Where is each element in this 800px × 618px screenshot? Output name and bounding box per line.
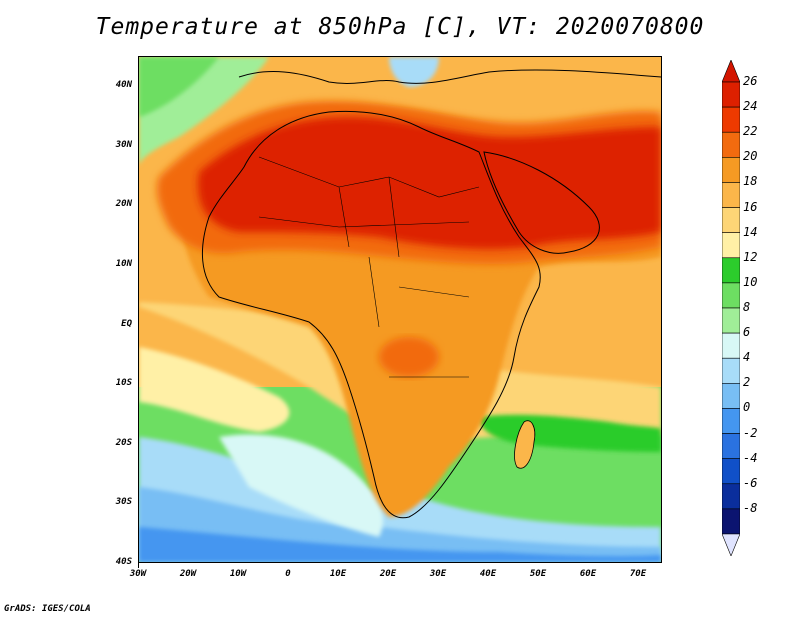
colorbar-label: 10 xyxy=(743,274,758,289)
pale-region-atlantic xyxy=(139,347,290,432)
colorbar-swatch xyxy=(721,232,741,259)
lon-label: 10W xyxy=(229,569,247,579)
arabia-coastline xyxy=(483,151,600,254)
map-field xyxy=(139,57,661,562)
colorbar-over-triangle xyxy=(721,59,741,83)
central-hotspot xyxy=(379,337,439,377)
lat-label: 30N xyxy=(115,140,132,150)
colorbar-label: -4 xyxy=(743,450,758,465)
colorbar-label: 12 xyxy=(743,249,758,264)
lat-label: 10S xyxy=(115,378,132,388)
colorbar-swatch xyxy=(721,131,741,158)
cyan-region xyxy=(219,434,383,537)
colorbar-label: 6 xyxy=(743,325,751,340)
colorbar xyxy=(721,59,741,557)
map-title: Temperature at 850hPa [C], VT: 202007080… xyxy=(95,14,705,40)
colorbar-swatch xyxy=(721,157,741,183)
colorbar-swatch xyxy=(721,433,741,459)
colorbar-swatch xyxy=(721,483,741,510)
colorbar-label: 14 xyxy=(743,224,758,239)
lon-tick xyxy=(138,563,139,568)
lon-label: 30E xyxy=(429,569,447,579)
lat-label: 20N xyxy=(115,199,132,209)
colorbar-swatch xyxy=(721,257,741,284)
colorbar-label: 0 xyxy=(743,400,751,415)
temperature-map xyxy=(138,56,662,563)
lat-label: EQ xyxy=(121,319,132,329)
lon-label: 10E xyxy=(329,569,347,579)
lat-label: 20S xyxy=(115,438,132,448)
colorbar-label: 4 xyxy=(743,350,751,365)
colorbar-label: 16 xyxy=(743,199,758,214)
colorbar-swatch xyxy=(721,182,741,208)
lon-label: 20E xyxy=(379,569,397,579)
colorbar-label: 24 xyxy=(743,99,758,114)
colorbar-swatch xyxy=(721,357,741,384)
colorbar-swatch xyxy=(721,282,741,309)
cold-band-deepblue xyxy=(139,527,661,562)
colorbar-swatch xyxy=(721,106,741,133)
colorbar-swatch xyxy=(721,332,741,359)
colorbar-swatch xyxy=(721,458,741,485)
lon-label: 60E xyxy=(579,569,597,579)
lon-label: 30W xyxy=(129,569,147,579)
lon-label: 50E xyxy=(529,569,547,579)
credit-text: GrADS: IGES/COLA xyxy=(4,604,91,614)
colorbar-label: -8 xyxy=(743,500,758,515)
lat-label: 10N xyxy=(115,259,132,269)
colorbar-label: 26 xyxy=(743,74,758,88)
mediterranean-cool xyxy=(389,57,439,87)
colorbar-label: -6 xyxy=(743,475,758,490)
lat-label: 30S xyxy=(115,497,132,507)
colorbar-swatch xyxy=(721,508,741,535)
europe-coastline xyxy=(238,69,661,84)
lon-label: 0 xyxy=(285,569,291,579)
colorbar-label: -2 xyxy=(743,425,758,440)
colorbar-label: 2 xyxy=(743,375,751,390)
colorbar-svg xyxy=(721,59,741,557)
colorbar-label: 20 xyxy=(743,149,758,164)
colorbar-swatch xyxy=(721,408,741,434)
colorbar-swatch xyxy=(721,81,741,108)
colorbar-label: 8 xyxy=(743,300,751,314)
colorbar-label: 22 xyxy=(743,124,758,139)
colorbar-label: 18 xyxy=(743,174,758,189)
colorbar-swatch xyxy=(721,207,741,233)
colorbar-swatch xyxy=(721,383,741,409)
country-borders xyxy=(258,156,480,378)
lat-label: 40N xyxy=(115,80,132,90)
lat-label: 40S xyxy=(115,557,132,567)
lon-label: 40E xyxy=(479,569,497,579)
madagascar xyxy=(514,420,536,469)
hot-band-inner xyxy=(198,117,661,249)
north-atlantic-deepgreen xyxy=(139,57,219,117)
lon-label: 20W xyxy=(179,569,197,579)
colorbar-under-triangle xyxy=(721,533,741,557)
africa-coastline xyxy=(201,110,541,519)
lon-label: 70E xyxy=(629,569,647,579)
colorbar-swatch xyxy=(721,307,741,334)
